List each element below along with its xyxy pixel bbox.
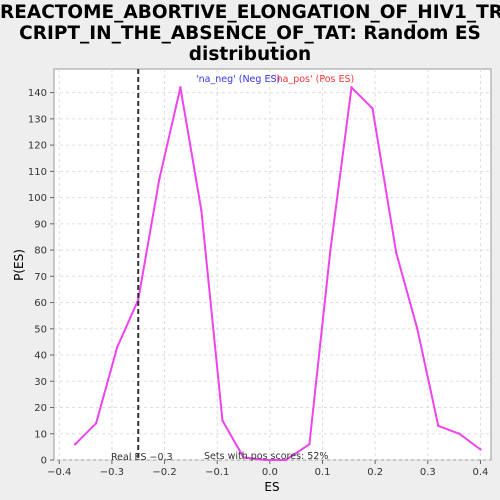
data-point <box>200 209 203 212</box>
data-point <box>115 345 119 349</box>
y-axis-label: P(ES) <box>12 249 26 281</box>
x-tick-label: −0.4 <box>47 467 71 478</box>
real-es-label: Real ES −0.3 <box>111 452 173 463</box>
data-point <box>137 298 140 302</box>
x-axis-label: ES <box>264 480 279 494</box>
x-tick-label: −0.1 <box>205 467 229 478</box>
chart-title: REACTOME_ABORTIVE_ELONGATION_OF_HIV1_TRA… <box>0 2 500 65</box>
chart-title-line: CRIPT_IN_THE_ABSENCE_OF_TAT: Random ES <box>19 23 481 44</box>
data-point <box>437 424 440 428</box>
data-point <box>329 248 332 252</box>
legend-pos-label: 'na_pos' (Pos ES) <box>274 74 354 85</box>
data-point <box>371 107 374 110</box>
data-point <box>350 86 353 89</box>
chart-title-line: REACTOME_ABORTIVE_ELONGATION_OF_HIV1_TRA… <box>0 2 500 23</box>
plot-area <box>53 68 492 461</box>
data-point <box>308 443 311 446</box>
data-point <box>416 327 419 330</box>
data-point <box>221 419 224 422</box>
y-tick-label: 100 <box>28 193 47 204</box>
es-distribution-line <box>74 86 482 461</box>
data-point <box>158 178 161 181</box>
pos-scores-annotation: Sets with pos scores: 52% <box>204 451 328 462</box>
series-group <box>73 86 482 462</box>
x-tick-label: −0.3 <box>100 467 124 478</box>
y-tick-label: 30 <box>34 377 47 388</box>
chart-title-line: distribution <box>188 44 312 65</box>
y-tick-label: 40 <box>34 351 47 362</box>
grid-lines <box>54 69 491 461</box>
y-tick-label: 130 <box>28 114 47 125</box>
data-point <box>179 86 182 89</box>
y-tick-label: 120 <box>28 141 47 152</box>
x-tick-label: 0.3 <box>420 467 436 478</box>
axis-ticks: 0 10 20 30 40 50 60 70 80 90 100 110 120 130 140 −0.4 −0… <box>28 88 489 478</box>
y-tick-label: 80 <box>34 246 47 257</box>
data-point <box>479 448 482 451</box>
data-point <box>284 458 287 462</box>
y-tick-label: 60 <box>34 298 47 309</box>
y-tick-label: 0 <box>41 456 47 467</box>
y-tick-label: 70 <box>34 272 47 283</box>
data-point <box>242 456 245 459</box>
data-point <box>395 251 398 254</box>
data-point <box>73 443 77 446</box>
y-tick-label: 20 <box>34 403 47 414</box>
x-tick-label: 0.2 <box>367 467 383 478</box>
x-tick-label: 0.0 <box>262 467 278 478</box>
data-point <box>94 422 98 425</box>
y-tick-label: 10 <box>34 429 47 440</box>
data-point <box>263 458 266 462</box>
y-tick-label: 50 <box>34 324 47 335</box>
data-point <box>458 432 461 435</box>
x-tick-label: 0.4 <box>473 467 489 478</box>
legend-neg-label: 'na_neg' (Neg ES) <box>196 74 280 85</box>
x-tick-label: −0.2 <box>152 467 176 478</box>
y-tick-label: 140 <box>28 88 47 99</box>
x-tick-label: 0.1 <box>315 467 331 478</box>
y-tick-label: 110 <box>28 167 47 178</box>
y-tick-label: 90 <box>34 219 47 230</box>
